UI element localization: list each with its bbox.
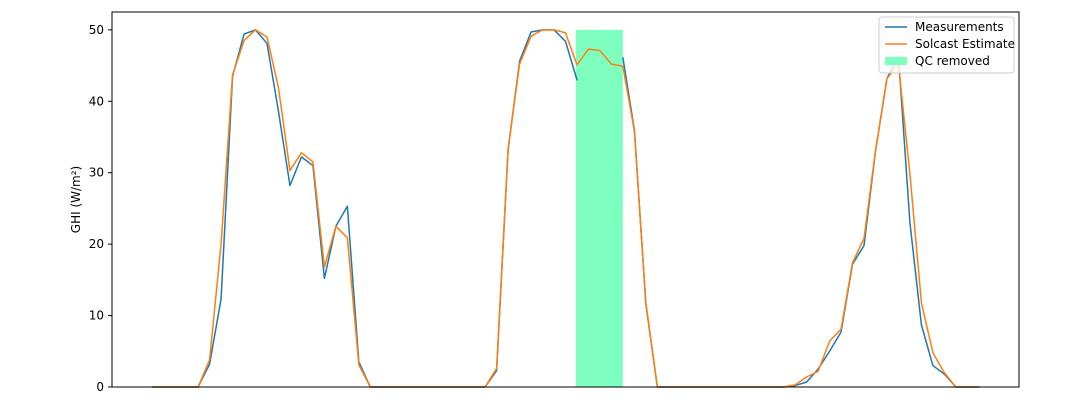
legend-box	[878, 16, 1015, 74]
y-tick-label: 0	[96, 380, 104, 394]
y-axis-ticks: 0 10 20 30 40 50	[89, 23, 112, 394]
legend-label: Measurements	[915, 20, 1004, 34]
y-tick-label: 10	[89, 309, 104, 323]
y-tick-label: 20	[89, 237, 104, 251]
y-axis-label: GHI (W/m²)	[69, 166, 83, 233]
axes-frame	[111, 11, 1020, 388]
qc-removed-region-0	[575, 29, 623, 387]
series-lines	[151, 29, 980, 388]
series-line-solcast-estimate	[151, 29, 980, 388]
series-line-measurements	[151, 29, 980, 388]
legend-label: QC removed	[915, 54, 990, 68]
legend: Measurements Solcast Estimate QC removed	[878, 16, 1015, 74]
y-tick-label: 30	[89, 166, 104, 180]
shaded-regions	[575, 29, 623, 387]
y-tick-label: 40	[89, 94, 104, 108]
legend-label: Solcast Estimate	[915, 37, 1015, 51]
legend-swatch	[885, 57, 907, 65]
y-tick-label: 50	[89, 23, 104, 37]
